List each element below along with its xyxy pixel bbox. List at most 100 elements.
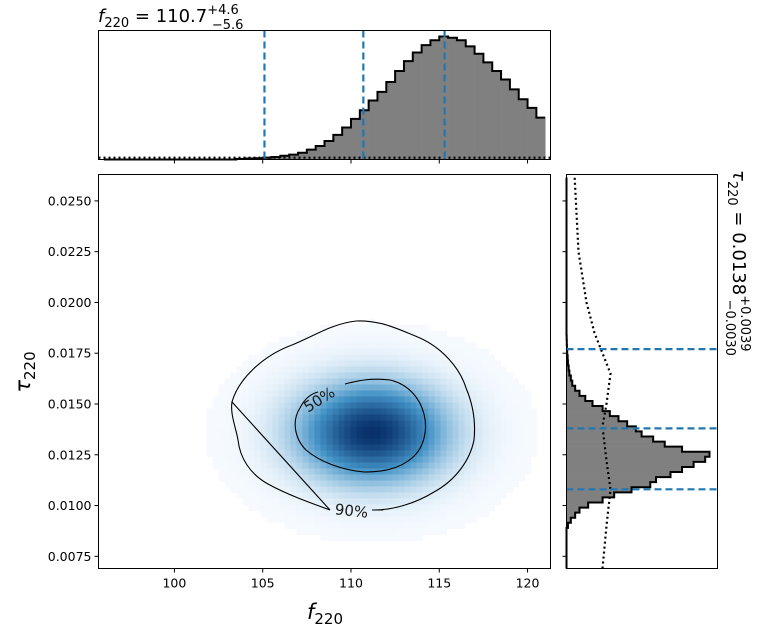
- heat-cell: [230, 468, 237, 475]
- heat-cell: [494, 360, 501, 367]
- heat-cell: [386, 414, 393, 421]
- joint-panel-frame: [98, 174, 551, 569]
- heat-cell: [392, 486, 399, 493]
- heat-cell: [362, 510, 369, 517]
- heat-cell: [338, 336, 345, 343]
- right-hist-bar: [566, 502, 589, 508]
- heat-cell: [380, 402, 387, 409]
- heat-cell: [422, 528, 429, 535]
- heat-cell: [512, 462, 519, 469]
- heat-cell: [356, 348, 363, 355]
- heat-cell: [254, 432, 261, 439]
- heat-cell: [422, 408, 429, 415]
- heat-cell: [446, 390, 453, 397]
- heat-cell: [278, 510, 285, 517]
- heat-cell: [386, 324, 393, 331]
- heat-cell: [320, 426, 327, 433]
- heat-cell: [386, 510, 393, 517]
- heat-cell: [374, 372, 381, 379]
- heat-cell: [344, 468, 351, 475]
- y-tick-label: 0.0100: [48, 498, 92, 513]
- heat-cell: [494, 390, 501, 397]
- heat-cell: [290, 474, 297, 481]
- heat-cell: [248, 354, 255, 361]
- heat-cell: [404, 330, 411, 337]
- heat-cell: [380, 522, 387, 529]
- heat-cell: [404, 432, 411, 439]
- heat-cell: [344, 420, 351, 427]
- heat-cell: [434, 438, 441, 445]
- heat-cell: [392, 354, 399, 361]
- heat-cell: [326, 402, 333, 409]
- heat-cell: [308, 432, 315, 439]
- heat-cell: [338, 414, 345, 421]
- heat-cell: [236, 408, 243, 415]
- heat-cell: [506, 450, 513, 457]
- heat-cell: [368, 330, 375, 337]
- heat-cell: [272, 462, 279, 469]
- heat-cell: [410, 384, 417, 391]
- heat-cell: [242, 480, 249, 487]
- heat-cell: [452, 414, 459, 421]
- heat-cell: [230, 372, 237, 379]
- heat-cell: [392, 390, 399, 397]
- heat-cell: [452, 378, 459, 385]
- heat-cell: [242, 444, 249, 451]
- heat-cell: [392, 384, 399, 391]
- heat-cell: [458, 396, 465, 403]
- heat-cell: [362, 444, 369, 451]
- heat-cell: [476, 402, 483, 409]
- heat-cell: [326, 348, 333, 355]
- heat-cell: [398, 372, 405, 379]
- heat-cell: [284, 510, 291, 517]
- heat-cell: [350, 462, 357, 469]
- heat-cell: [236, 426, 243, 433]
- contour-label-90: 90%: [334, 500, 369, 521]
- heat-cell: [440, 432, 447, 439]
- heat-cell: [470, 432, 477, 439]
- heat-cell: [416, 366, 423, 373]
- heat-cell: [452, 462, 459, 469]
- heat-cell: [452, 396, 459, 403]
- heat-cell: [344, 510, 351, 517]
- heat-cell: [434, 414, 441, 421]
- heat-cell: [284, 384, 291, 391]
- heat-cell: [236, 432, 243, 439]
- heat-cell: [482, 348, 489, 355]
- heat-cell: [446, 522, 453, 529]
- heat-cell: [290, 426, 297, 433]
- heat-cell: [284, 402, 291, 409]
- heat-cell: [284, 354, 291, 361]
- heat-cell: [416, 468, 423, 475]
- heat-cell: [266, 498, 273, 505]
- heat-cell: [524, 414, 531, 421]
- heat-cell: [464, 396, 471, 403]
- heat-cell: [344, 372, 351, 379]
- heat-cell: [380, 396, 387, 403]
- heat-cell: [230, 486, 237, 493]
- heat-cell: [380, 342, 387, 349]
- heat-cell: [476, 384, 483, 391]
- heat-cell: [368, 354, 375, 361]
- heat-cell: [398, 354, 405, 361]
- heat-cell: [260, 414, 267, 421]
- heat-cell: [308, 444, 315, 451]
- heat-cell: [302, 414, 309, 421]
- heat-cell: [224, 408, 231, 415]
- heat-cell: [482, 396, 489, 403]
- heat-cell: [470, 516, 477, 523]
- heat-cell: [434, 522, 441, 529]
- heat-cell: [308, 516, 315, 523]
- heat-cell: [356, 462, 363, 469]
- heat-cell: [416, 324, 423, 331]
- heat-cell: [296, 486, 303, 493]
- heat-cell: [386, 468, 393, 475]
- heat-cell: [410, 444, 417, 451]
- heat-cell: [440, 336, 447, 343]
- heat-cell: [392, 522, 399, 529]
- heat-cell: [350, 528, 357, 535]
- right-hist-bar: [566, 416, 619, 422]
- heat-cell: [248, 402, 255, 409]
- heat-cell: [356, 402, 363, 409]
- heat-cell: [482, 360, 489, 367]
